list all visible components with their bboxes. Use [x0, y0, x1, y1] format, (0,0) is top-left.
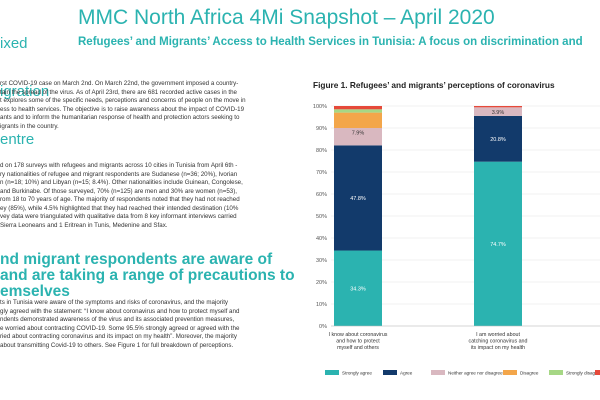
legend-label: Agree	[400, 371, 413, 376]
bar-segment	[334, 106, 382, 110]
text-column: rst COVID-19 case on March 2nd. On March…	[0, 72, 305, 400]
x-category-label: and how to protect	[336, 339, 380, 345]
text-line: tain the spread of the virus. As of Apri…	[0, 88, 237, 96]
bar-segment	[334, 109, 382, 113]
text-line: vey data were triangulated with qualitat…	[0, 213, 237, 220]
text-line: d on 178 surveys with refugees and migra…	[0, 162, 238, 169]
heading-line: and are taking a range of precautions to	[0, 268, 295, 284]
legend-label: Disagree	[520, 371, 539, 376]
page-title: MMC North Africa 4Mi Snapshot – April 20…	[78, 6, 495, 29]
y-tick-label: 10%	[316, 302, 327, 308]
findings-paragraph: ts in Tunisia were aware of the symptoms…	[0, 299, 305, 350]
section-heading: nd migrant respondents are aware of and …	[0, 252, 305, 300]
x-category-label: myself and others	[337, 345, 379, 351]
data-label: 7.9%	[352, 131, 365, 137]
x-category-label: I know about coronavirus	[329, 332, 388, 338]
page-header: ixed igration entre MMC North Africa 4Mi…	[0, 0, 600, 148]
y-tick-label: 50%	[316, 214, 327, 220]
methodology-paragraph: d on 178 surveys with refugees and migra…	[0, 162, 305, 230]
text-line: ess to health services. The objective is…	[0, 105, 245, 113]
legend-swatch	[595, 370, 600, 375]
bar-segment	[474, 161, 522, 326]
data-label: 3.9%	[492, 110, 505, 116]
y-tick-label: 0%	[319, 324, 327, 330]
chart-svg: 0% 10% 20% 30% 40% 50% 60% 70% 80% 90% 100% 34.3% 47…	[313, 104, 600, 376]
legend-label: Strongly disagree	[566, 371, 600, 376]
bar-segment	[474, 107, 522, 116]
x-category-label: its impact on my health	[471, 345, 525, 351]
text-line: ts in Tunisia were aware of the symptoms…	[0, 299, 229, 306]
bar-segment	[474, 106, 522, 108]
bar-segment	[474, 115, 522, 162]
legend-swatch	[383, 370, 397, 375]
data-label: 20.8%	[490, 137, 506, 143]
y-tick-label: 40%	[316, 236, 327, 242]
text-line: n (n=18; 10%) and Libyan (n=15; 8.4%). O…	[0, 179, 243, 186]
legend-swatch	[431, 370, 445, 375]
text-line: ried about contracting coronavirus and i…	[0, 333, 237, 340]
text-line: ey (85%), while 4.5% highlighted that th…	[0, 204, 239, 212]
legend-swatch	[325, 370, 339, 375]
text-line: e worried about contracting COVID-19. So…	[0, 324, 240, 332]
figure-title: Figure 1. Refugees’ and migrants’ percep…	[313, 80, 555, 90]
x-category-label: catching coronavirus and	[469, 339, 528, 345]
legend-swatch	[549, 370, 563, 375]
y-tick-label: 70%	[316, 170, 327, 176]
bar-segment	[334, 128, 382, 146]
data-label: 34.3%	[350, 286, 366, 292]
logo-line: entre	[0, 132, 35, 148]
text-line: rst COVID-19 case on March 2nd. On March…	[0, 80, 239, 87]
text-line: ndents demonstrated awareness of the vir…	[0, 316, 235, 323]
intro-paragraph: rst COVID-19 case on March 2nd. On March…	[0, 80, 305, 131]
text-line: gly agreed with the statement: “I know a…	[0, 307, 240, 315]
legend-label: Strongly agree	[342, 371, 372, 376]
y-tick-label: 90%	[316, 126, 327, 132]
text-line: t explores some of the specific needs, p…	[0, 97, 246, 104]
legend-label: Neither agree nor disagree	[448, 371, 503, 376]
heading-line: nd migrant respondents are aware of	[0, 252, 273, 268]
legend-swatch	[503, 370, 517, 375]
bar-segment	[334, 112, 382, 128]
text-line: rom 18 to 70 years of age. The majority …	[0, 196, 240, 203]
data-label: 47.8%	[350, 196, 366, 202]
text-line: about transmitting Covid-19 to others. S…	[0, 341, 234, 349]
page-subtitle: Refugees’ and Migrants’ Access to Health…	[78, 36, 583, 48]
data-label: 74.7%	[490, 242, 506, 248]
heading-line: emselves	[0, 284, 70, 300]
text-line: igrants in the country.	[0, 122, 59, 130]
logo-line: ixed	[0, 36, 28, 52]
text-line: ry nationalities of refugee and migrant …	[0, 170, 238, 178]
perceptions-chart: 0% 10% 20% 30% 40% 50% 60% 70% 80% 90% 100% 34.3% 47…	[305, 96, 600, 400]
y-tick-label: 100%	[313, 104, 327, 110]
bar-segment	[334, 250, 382, 326]
y-tick-label: 80%	[316, 148, 327, 154]
figure-column: Figure 1. Refugees’ and migrants’ percep…	[305, 72, 600, 400]
mmc-logo: ixed igration entre	[0, 4, 60, 180]
y-tick-label: 30%	[316, 258, 327, 264]
y-tick-label: 20%	[316, 280, 327, 286]
logo-line: igration	[0, 84, 50, 100]
bar-segment	[334, 145, 382, 251]
x-category-label: I am worried about	[476, 332, 520, 338]
text-line: ants and to inform the humanitarian resp…	[0, 114, 240, 121]
y-tick-label: 60%	[316, 192, 327, 198]
text-line: and Burkinabe. Of those surveyed, 70% (n…	[0, 187, 237, 195]
text-line: Sierra Leoneans and 1 Eritrean in Tunis,…	[0, 221, 168, 229]
